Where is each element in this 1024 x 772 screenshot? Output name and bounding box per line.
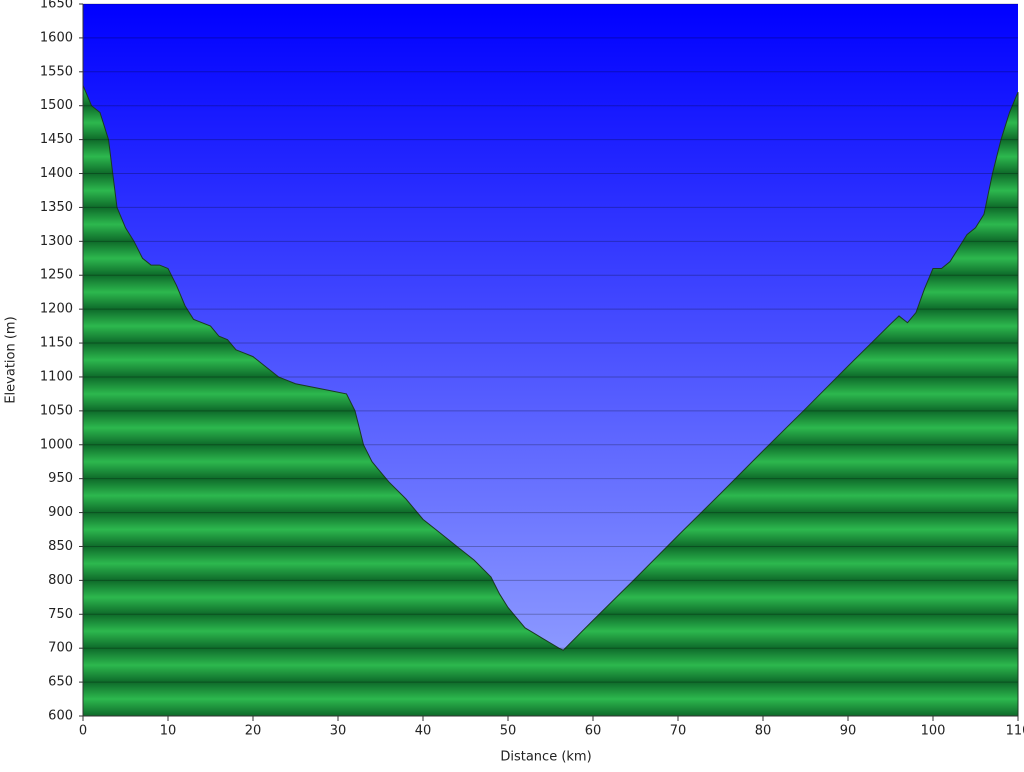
x-tick-label: 80 (755, 724, 772, 739)
y-tick-label: 1050 (40, 403, 73, 418)
y-tick-label: 1350 (40, 200, 73, 215)
y-tick-label: 1500 (40, 98, 73, 113)
y-tick-label: 950 (48, 471, 73, 486)
y-tick-label: 1150 (40, 336, 73, 351)
y-tick-label: 1650 (40, 0, 73, 12)
y-tick-label: 1200 (40, 302, 73, 317)
y-tick-label: 1550 (40, 64, 73, 79)
y-tick-label: 650 (48, 675, 73, 690)
x-tick-label: 10 (160, 724, 177, 739)
x-tick-label: 70 (670, 724, 687, 739)
y-tick-label: 1100 (40, 369, 73, 384)
y-tick-label: 1300 (40, 234, 73, 249)
y-tick-label: 800 (48, 573, 73, 588)
x-tick-label: 60 (585, 724, 602, 739)
y-tick-label: 900 (48, 505, 73, 520)
x-tick-label: 90 (840, 724, 857, 739)
y-tick-label: 600 (48, 709, 73, 724)
y-tick-label: 750 (48, 607, 73, 622)
x-tick-label: 30 (330, 724, 347, 739)
x-tick-label: 20 (245, 724, 262, 739)
x-tick-label: 40 (415, 724, 432, 739)
x-tick-label: 100 (921, 724, 946, 739)
area (82, 85, 1019, 717)
x-tick-label: 50 (500, 724, 517, 739)
y-tick-label: 1250 (40, 268, 73, 283)
y-tick-label: 700 (48, 641, 73, 656)
x-axis-label: Distance (km) (500, 750, 591, 765)
y-tick-label: 1400 (40, 166, 73, 181)
x-tick-label: 110 (1006, 724, 1024, 739)
y-tick-label: 850 (48, 539, 73, 554)
x-tick-label: 0 (79, 724, 87, 739)
y-axis-label: Elevation (m) (4, 316, 19, 403)
y-tick-label: 1000 (40, 437, 73, 452)
y-tick-label: 1600 (40, 30, 73, 45)
y-tick-label: 1450 (40, 132, 73, 147)
